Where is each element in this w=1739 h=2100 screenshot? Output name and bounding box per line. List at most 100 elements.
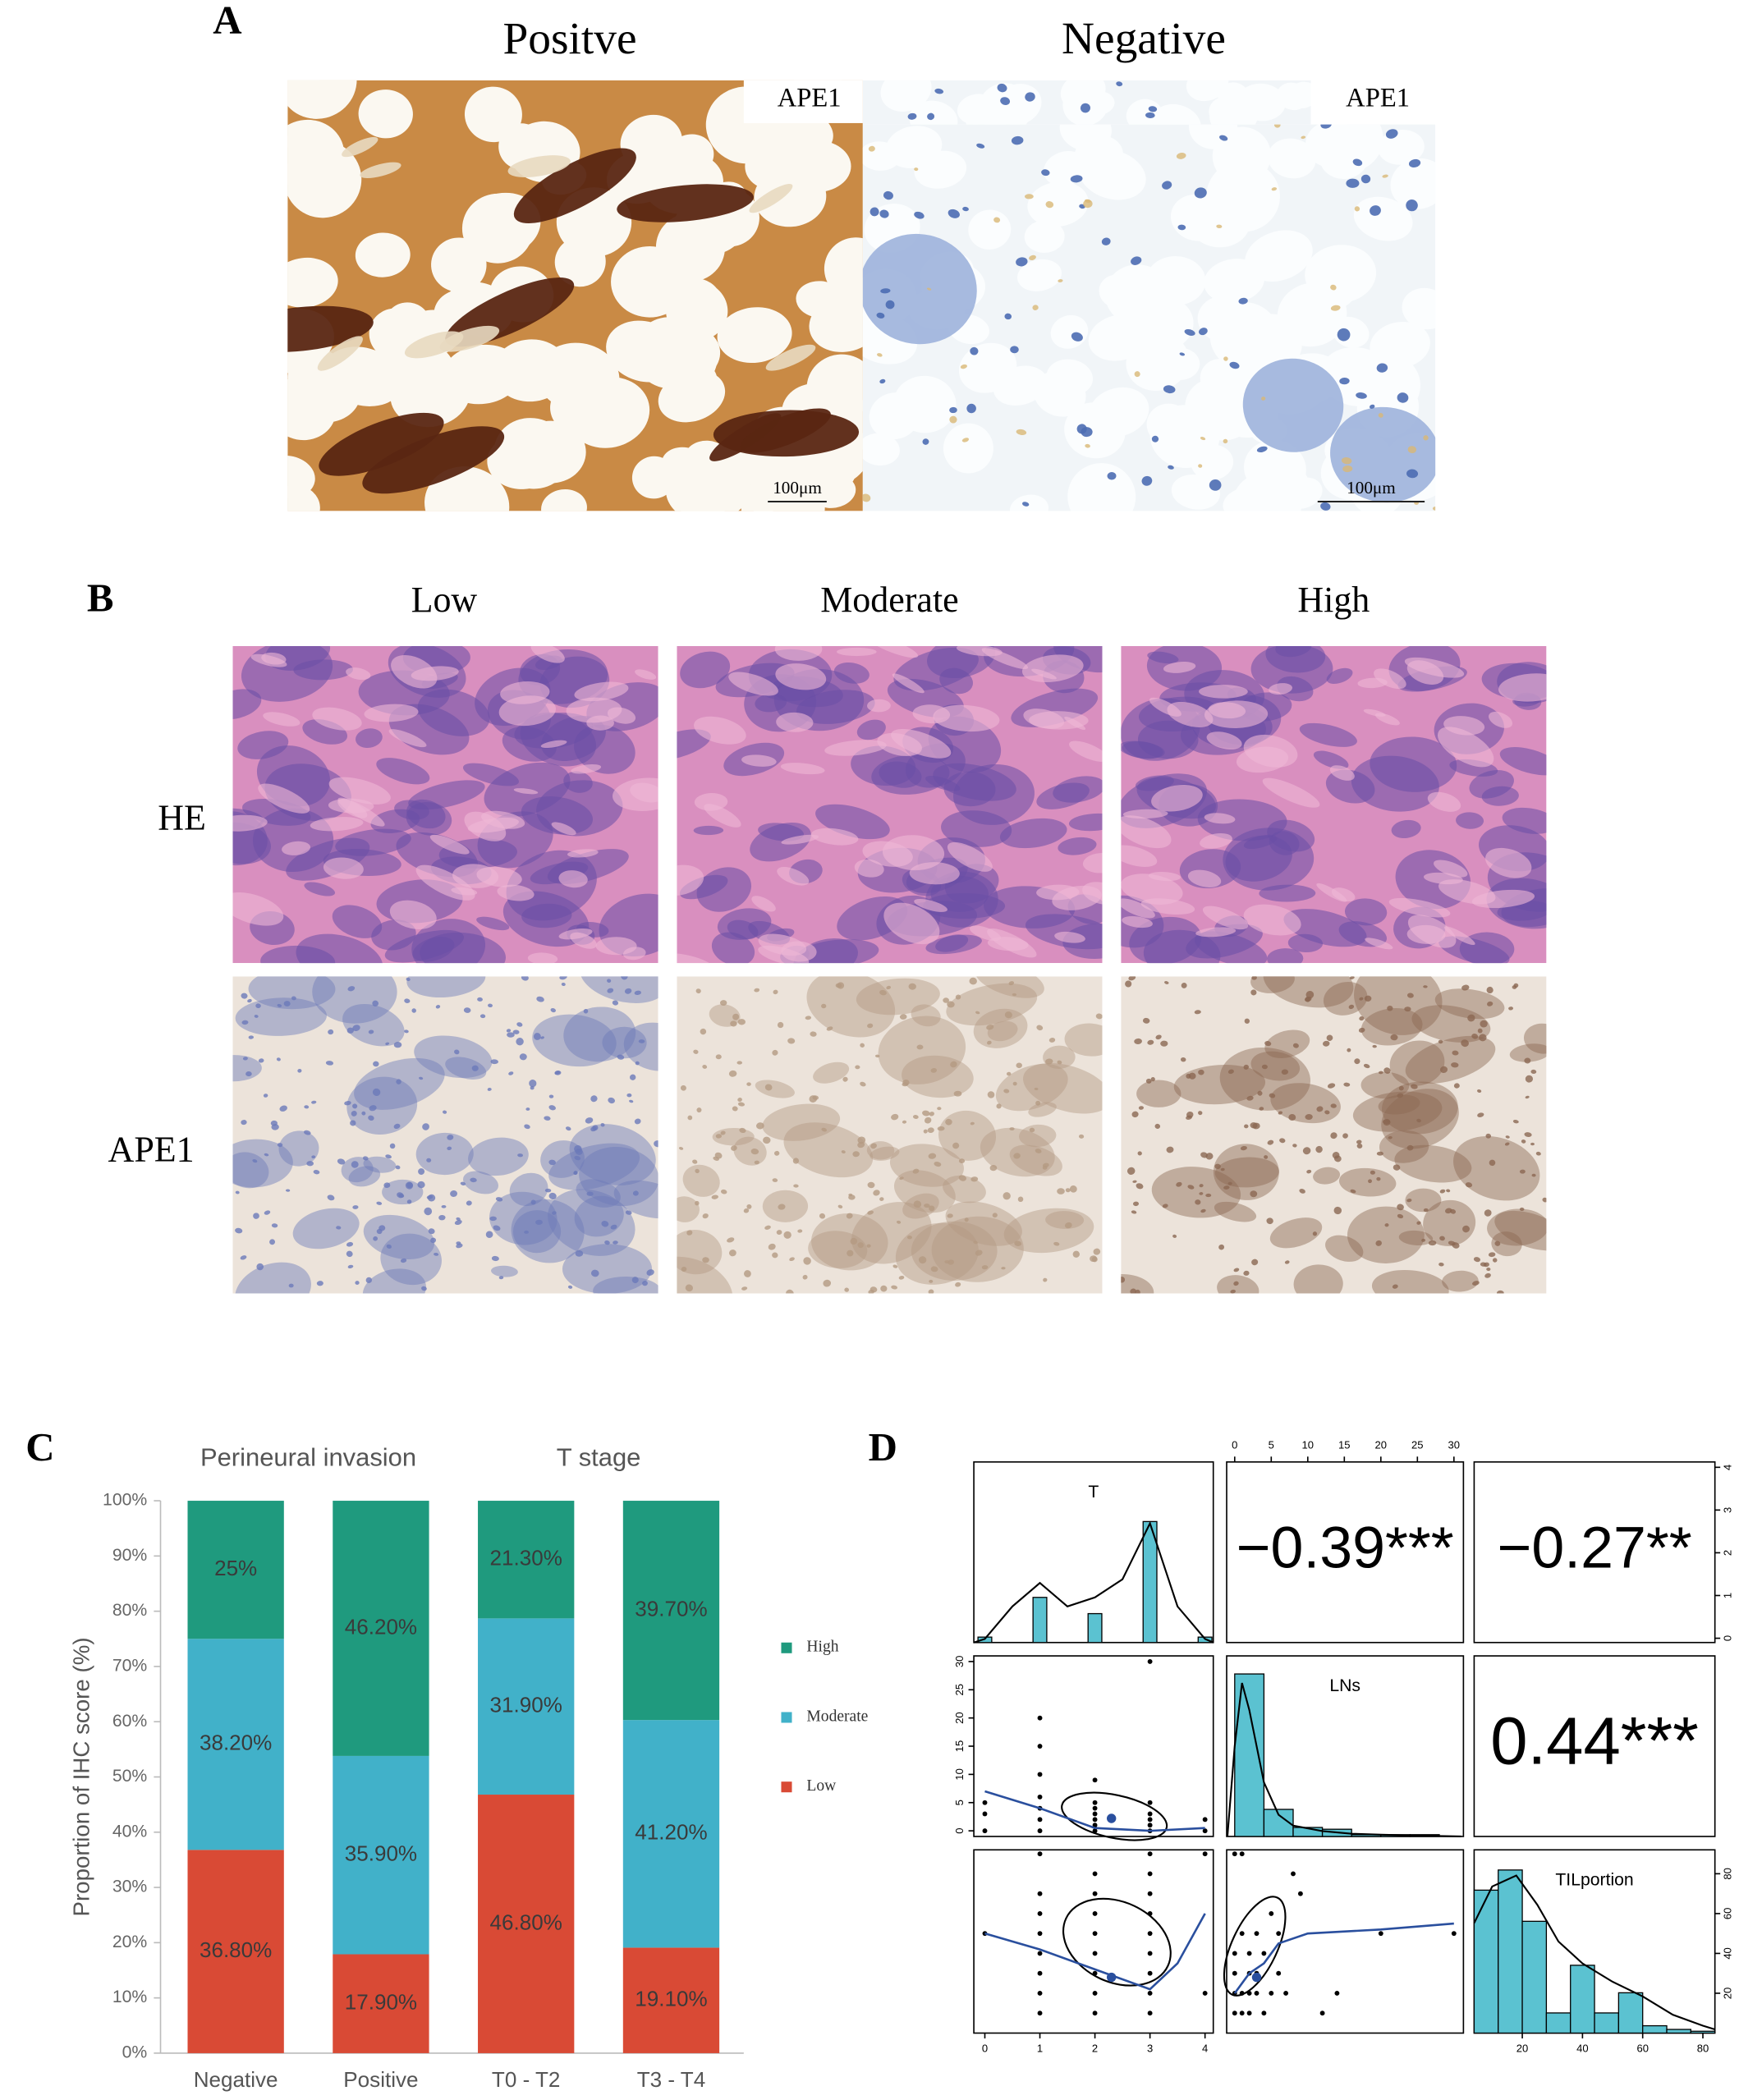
tissue-texture [1423, 1199, 1476, 1246]
tissue-texture [1121, 845, 1158, 867]
tissue-texture [909, 100, 958, 125]
tissue-texture [1199, 685, 1248, 699]
tissue-texture [1214, 1201, 1257, 1222]
tissue-texture [1406, 1144, 1414, 1151]
tissue-texture [943, 423, 993, 474]
tissue-texture [997, 83, 1007, 93]
tissue-texture [1009, 1127, 1015, 1131]
tissue-texture [495, 1197, 503, 1202]
tissue-texture [1122, 915, 1153, 928]
tissue-texture [806, 354, 863, 420]
tissue-texture [1404, 1006, 1411, 1012]
tissue-texture [235, 1190, 240, 1194]
variable-label: TILportion [1555, 1870, 1633, 1889]
tissue-texture [1024, 220, 1065, 253]
tissue-texture [717, 908, 772, 940]
tissue-texture [1003, 1208, 1094, 1254]
tissue-texture [1154, 1123, 1161, 1129]
scatter-point [1037, 1891, 1043, 1896]
scatter-point [1319, 2011, 1325, 2016]
tissue-texture [964, 1217, 969, 1222]
tissue-texture [232, 814, 268, 832]
scatter-point [1037, 1817, 1043, 1823]
tissue-texture [497, 884, 535, 901]
tissue-texture [287, 80, 357, 119]
tissue-texture [693, 825, 724, 836]
tissue-texture [1491, 1231, 1522, 1257]
histogram-bar [1690, 2030, 1716, 2034]
tissue-texture [1012, 993, 1017, 997]
tissue-texture [1485, 847, 1532, 878]
tissue-texture [772, 1252, 778, 1259]
scatter-point [1147, 1851, 1153, 1857]
tissue-texture [607, 707, 636, 724]
tissue-texture [630, 782, 658, 803]
tissue-texture [851, 745, 916, 786]
tissue-texture [970, 925, 1002, 942]
micrograph [1121, 976, 1547, 1294]
tissue-texture [1151, 1167, 1241, 1218]
tissue-texture [1003, 1089, 1010, 1094]
tissue-texture [398, 1193, 405, 1198]
scatter-point [1092, 1805, 1098, 1811]
tissue-texture [732, 1013, 740, 1020]
value-label: 36.80% [200, 1937, 272, 1962]
x-tick-label: Positive [343, 2067, 418, 2092]
tissue-texture [981, 648, 1029, 670]
scatter-point [1232, 1851, 1237, 1857]
legend-label: Moderate [806, 1708, 868, 1725]
tissue-texture [1306, 1169, 1312, 1174]
tissue-texture [1337, 328, 1351, 342]
tissue-texture [1472, 1281, 1480, 1286]
tissue-texture [898, 1276, 905, 1280]
tissue-texture [282, 841, 311, 855]
tissue-texture [1171, 474, 1221, 510]
tissue-texture [442, 344, 522, 405]
tissue-texture [625, 1210, 632, 1215]
histogram-bar [1594, 2012, 1620, 2034]
tissue-texture [970, 1121, 975, 1126]
tissue-texture [328, 777, 391, 805]
tissue-texture [1489, 711, 1513, 728]
tissue-texture [311, 1155, 316, 1159]
tissue-texture [1162, 1204, 1168, 1208]
tissue-texture [749, 184, 793, 213]
tissue-texture [252, 1159, 258, 1163]
tissue-texture [777, 867, 810, 886]
tissue-texture [1388, 897, 1451, 918]
tissue-texture [447, 1146, 452, 1151]
tissue-texture [552, 1211, 557, 1215]
tissue-texture [1083, 199, 1093, 209]
scale-label: 100μm [1347, 478, 1396, 497]
tissue-texture [466, 1200, 472, 1206]
tissue-texture [860, 1043, 865, 1048]
tissue-texture [1016, 257, 1028, 267]
tissue-texture [1219, 135, 1228, 141]
tissue-texture [1359, 1016, 1365, 1021]
tissue-texture [996, 1103, 1002, 1109]
tissue-texture [327, 1194, 335, 1201]
tissue-texture [1214, 1163, 1221, 1169]
tissue-texture [693, 1049, 699, 1054]
tissue-texture [728, 672, 778, 696]
scatter-point [1202, 1991, 1208, 1996]
tissue-texture [1003, 1192, 1011, 1200]
tissue-texture [824, 237, 863, 300]
tissue-texture [776, 712, 814, 732]
tissue-texture [885, 300, 895, 309]
tissue-texture [1069, 1185, 1077, 1193]
tissue-texture [931, 1216, 1024, 1282]
tissue-texture [491, 1265, 518, 1277]
tissue-texture [741, 1286, 748, 1291]
tissue-texture [1168, 465, 1174, 470]
scatter-point [1092, 1800, 1098, 1805]
tissue-texture [467, 817, 519, 833]
tissue-texture [927, 112, 935, 121]
tissue-texture [1443, 926, 1475, 946]
tissue-texture [1278, 1111, 1283, 1115]
tissue-texture [1163, 385, 1176, 394]
tissue-texture [1181, 983, 1187, 988]
tissue-texture [1151, 784, 1203, 812]
tissue-texture [739, 1127, 746, 1134]
tissue-texture [891, 729, 952, 759]
